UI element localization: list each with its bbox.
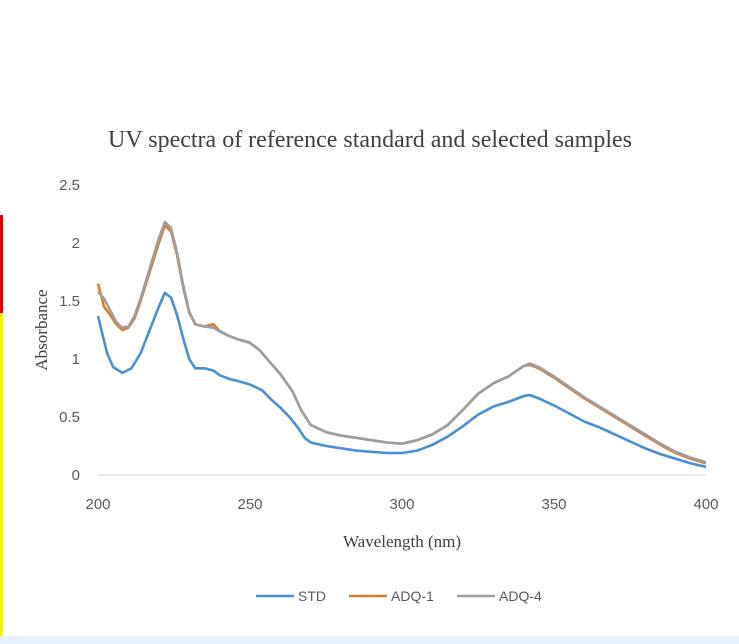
series-line-adq-1 (96, 224, 707, 465)
y-tick-label: 0 (72, 467, 80, 484)
legend-label: ADQ-1 (391, 588, 434, 604)
x-axis-ticks: 200 250 300 350 400 (85, 496, 718, 513)
x-tick-label: 250 (237, 496, 262, 513)
y-tick-label: 1 (72, 351, 80, 368)
y-tick-label: 0.5 (59, 409, 80, 426)
chart-legend: STD ADQ-1 ADQ-4 (256, 588, 542, 604)
x-tick-label: 300 (389, 496, 414, 513)
y-tick-label: 2.5 (59, 177, 80, 194)
left-edge-red-bar (0, 215, 3, 313)
y-tick-label: 1.5 (59, 293, 80, 310)
y-tick-label: 2 (72, 235, 80, 252)
x-tick-label: 200 (85, 496, 110, 513)
x-tick-label: 400 (693, 496, 718, 513)
series-line-adq-4 (97, 220, 707, 464)
legend-label: ADQ-4 (499, 588, 542, 604)
series-lines (96, 220, 707, 469)
left-edge-yellow-bar (0, 313, 3, 644)
legend-item-adq-4: ADQ-4 (457, 588, 542, 604)
y-axis-label: Absorbance (32, 289, 51, 370)
chart-title: UV spectra of reference standard and sel… (108, 127, 632, 153)
x-axis-label: Wavelength (nm) (343, 532, 461, 551)
legend-label: STD (298, 588, 326, 604)
bottom-edge-strip (0, 636, 739, 644)
legend-item-std: STD (256, 588, 326, 604)
series-line-std (96, 291, 707, 469)
legend-item-adq-1: ADQ-1 (349, 588, 434, 604)
x-tick-label: 350 (541, 496, 566, 513)
y-axis-ticks: 0 0.5 1 1.5 2 2.5 (59, 177, 80, 484)
